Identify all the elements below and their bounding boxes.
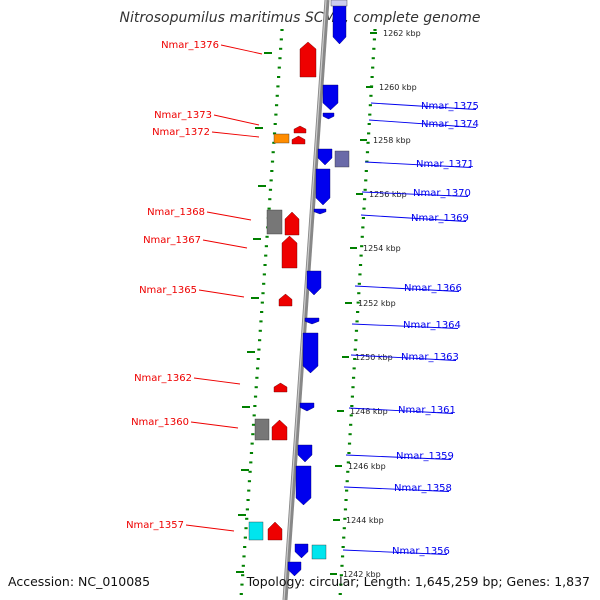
forward-gene-arrow xyxy=(332,1,347,45)
gene-label-right: Nmar_1363 xyxy=(401,352,459,363)
kbp-label: 1258 kbp xyxy=(373,136,411,145)
gene-label-left: Nmar_1373 xyxy=(154,110,212,121)
gene-leader-right xyxy=(342,549,448,555)
gene-leader-right xyxy=(351,323,459,329)
gene-leader-right xyxy=(343,486,450,492)
genome-backbone xyxy=(282,0,330,600)
forward-gene-arrow xyxy=(315,168,331,206)
kbp-label: 1248 kbp xyxy=(350,407,388,416)
gene-label-left: Nmar_1357 xyxy=(126,520,184,531)
forward-gene-arrow xyxy=(294,543,309,559)
gene-label-right: Nmar_1375 xyxy=(421,101,479,112)
gene-leader-left xyxy=(213,114,260,126)
forward-gene-arrow xyxy=(287,561,302,577)
gene-leader-right xyxy=(360,214,467,222)
gene-label-right: Nmar_1361 xyxy=(398,405,456,416)
reverse-gene-arrow xyxy=(267,521,283,541)
gene-label-left: Nmar_1376 xyxy=(161,40,219,51)
gene-leader-left xyxy=(198,289,245,298)
orange-feature-block xyxy=(273,133,290,144)
gene-leader-right xyxy=(345,454,452,460)
gene-label-left: Nmar_1368 xyxy=(147,207,205,218)
gene-label-right: Nmar_1369 xyxy=(411,213,469,224)
gene-leader-right xyxy=(354,285,460,292)
reverse-gene-arrow xyxy=(278,293,293,307)
gene-label-right: Nmar_1371 xyxy=(416,159,474,170)
gene-leader-right xyxy=(364,161,472,168)
genome-summary-text: Topology: circular; Length: 1,645,259 bp… xyxy=(246,574,590,589)
right-tick-track xyxy=(338,29,377,595)
gene-leader-right xyxy=(368,119,477,128)
gene-label-left: Nmar_1362 xyxy=(134,373,192,384)
reverse-gene-arrow xyxy=(284,211,300,236)
slate-feature-block xyxy=(334,150,350,168)
gene-label-left: Nmar_1360 xyxy=(131,417,189,428)
gene-label-right: Nmar_1366 xyxy=(404,283,462,294)
gene-leader-right xyxy=(361,191,469,197)
gray-feature-block xyxy=(254,418,270,441)
cyan-feature-block xyxy=(311,544,327,560)
kbp-label: 1260 kbp xyxy=(379,83,417,92)
reverse-gene-arrow xyxy=(273,382,288,393)
kbp-label: 1254 kbp xyxy=(363,244,401,253)
forward-gene-arrow xyxy=(322,84,339,111)
gene-label-left: Nmar_1372 xyxy=(152,127,210,138)
gene-leader-left xyxy=(202,239,248,249)
kbp-label: 1262 kbp xyxy=(383,29,421,38)
kbp-label: 1246 kbp xyxy=(348,462,386,471)
reverse-gene-arrow xyxy=(271,419,288,441)
cyan-feature-block xyxy=(248,521,264,541)
left-tick-track xyxy=(239,29,284,595)
forward-gene-arrow xyxy=(313,208,327,215)
reverse-gene-arrow xyxy=(281,235,298,269)
gene-label-right: Nmar_1370 xyxy=(413,188,471,199)
reverse-gene-arrow xyxy=(299,41,317,78)
map-layer: 1262 kbp 1260 kbp 1258 kbp 1256 kbp 1254 kbp… xyxy=(126,0,479,600)
gray-feature-block xyxy=(266,209,283,235)
forward-gene-arrow xyxy=(306,270,322,296)
gene-leader-right xyxy=(348,407,454,414)
gene-leader-left xyxy=(190,421,239,429)
kbp-label: 1250 kbp xyxy=(355,353,393,362)
forward-gene-arrow xyxy=(317,148,333,166)
gene-label-right: Nmar_1359 xyxy=(396,451,454,462)
gene-leader-right xyxy=(370,102,477,110)
gene-leader-left xyxy=(206,211,252,221)
gene-leader-right xyxy=(350,354,457,361)
forward-gene-arrow xyxy=(302,332,319,374)
backbone-highlight xyxy=(283,0,327,600)
faded-feature-block xyxy=(330,0,348,7)
kbp-label: 1252 kbp xyxy=(358,299,396,308)
gene-leader-left xyxy=(211,131,260,138)
kbp-label: 1244 kbp xyxy=(346,516,384,525)
gene-label-left: Nmar_1365 xyxy=(139,285,197,296)
gene-label-right: Nmar_1364 xyxy=(403,320,461,331)
gene-label-right: Nmar_1356 xyxy=(392,546,450,557)
forward-gene-arrow xyxy=(322,112,335,120)
forward-gene-arrow xyxy=(295,465,312,506)
gene-leader-left xyxy=(185,524,235,532)
reverse-gene-arrow xyxy=(293,125,307,134)
kbp-label: 1242 kbp xyxy=(343,570,381,579)
gene-label-right: Nmar_1358 xyxy=(394,483,452,494)
gene-label-left: Nmar_1367 xyxy=(143,235,201,246)
forward-gene-arrow xyxy=(304,317,320,325)
forward-gene-arrow xyxy=(299,402,315,412)
reverse-gene-arrow xyxy=(291,135,306,145)
gene-label-right: Nmar_1374 xyxy=(421,119,479,130)
forward-gene-arrow xyxy=(297,444,313,463)
accession-text: Accession: NC_010085 xyxy=(8,574,150,589)
map-title: Nitrosopumilus maritimus SCM1, complete … xyxy=(120,10,481,26)
gene-leader-left xyxy=(193,377,241,385)
gene-leader-left xyxy=(220,44,263,55)
kbp-label: 1256 kbp xyxy=(369,190,407,199)
